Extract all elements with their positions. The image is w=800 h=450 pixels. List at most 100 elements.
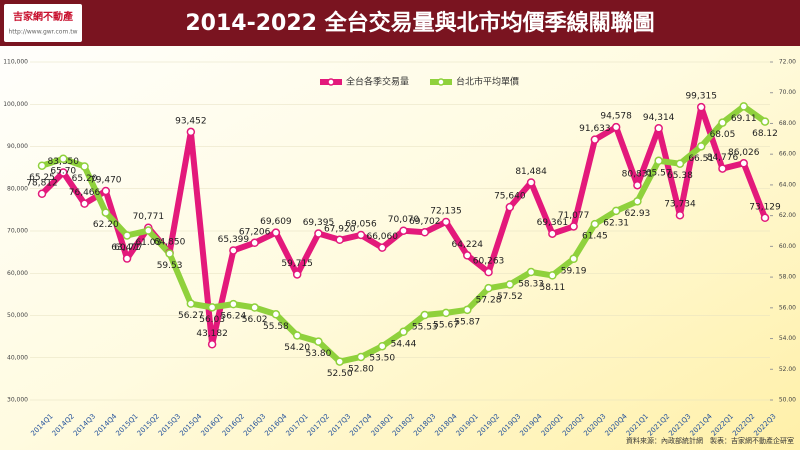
- point: [526, 267, 536, 277]
- point: [186, 127, 196, 137]
- data-label: 81,484: [515, 167, 547, 177]
- logo-url: http://www.gwr.com.tw: [9, 29, 78, 36]
- data-label: 64,850: [154, 237, 186, 247]
- y-tick-label: 30,000: [7, 397, 28, 404]
- data-label: 55.58: [263, 322, 289, 332]
- y2-tick-label: 54.00: [779, 335, 796, 342]
- data-label: 62.93: [625, 209, 651, 219]
- point: [696, 142, 706, 151]
- point: [633, 197, 642, 206]
- point: [292, 270, 302, 279]
- logo: 吉家網不動產: [13, 10, 73, 23]
- data-label: 73,734: [664, 200, 696, 210]
- data-label: 76,466: [69, 188, 101, 198]
- data-label: 60,263: [473, 257, 505, 267]
- point: [654, 156, 663, 166]
- point: [292, 331, 302, 340]
- legend-marker: [437, 78, 445, 86]
- data-label: 65.25: [29, 173, 55, 183]
- chart-title: 2014-2022 全台交易量與北市均價季線關聯圖: [185, 10, 654, 36]
- point: [101, 208, 111, 217]
- data-label: 94,578: [600, 112, 632, 122]
- point: [569, 222, 578, 231]
- data-label: 63,477: [111, 243, 143, 253]
- data-label: 58.33: [518, 280, 544, 290]
- point: [122, 231, 132, 240]
- point: [207, 340, 217, 349]
- point: [80, 199, 89, 208]
- data-label: 72,135: [430, 206, 462, 216]
- data-label: 69,056: [345, 219, 377, 229]
- data-label: 94,314: [643, 113, 675, 123]
- point: [548, 271, 557, 280]
- data-label: 43,182: [196, 329, 228, 339]
- point: [314, 337, 323, 346]
- data-label: 73,129: [749, 202, 781, 212]
- data-label: 84,776: [707, 153, 739, 163]
- y-tick-label: 50,000: [7, 312, 28, 319]
- point: [37, 161, 47, 170]
- point: [463, 305, 472, 315]
- data-label: 59,715: [281, 259, 313, 269]
- data-label: 55.87: [454, 317, 480, 327]
- point: [760, 117, 770, 126]
- point: [760, 213, 770, 223]
- data-label: 58.11: [539, 283, 565, 293]
- data-label: 52.50: [327, 369, 353, 379]
- point: [229, 299, 238, 309]
- point: [271, 310, 281, 319]
- point: [250, 303, 259, 312]
- data-label: 69,609: [260, 217, 292, 227]
- point: [548, 229, 557, 238]
- data-label: 66,060: [366, 232, 398, 242]
- point: [718, 164, 727, 173]
- point: [675, 159, 685, 168]
- data-label: 99,315: [685, 92, 717, 102]
- y-tick-label: 60,000: [7, 270, 28, 277]
- data-label: 56.27: [178, 311, 204, 321]
- data-label: 68.12: [752, 129, 778, 139]
- point: [335, 235, 344, 245]
- point: [718, 118, 727, 127]
- data-label: 56.02: [242, 315, 268, 325]
- point: [144, 226, 153, 235]
- point: [165, 249, 174, 258]
- data-label: 59.19: [561, 266, 587, 276]
- data-label: 62.20: [93, 220, 119, 230]
- data-label: 62.31: [603, 218, 629, 228]
- point: [484, 267, 493, 277]
- point: [101, 186, 111, 196]
- point: [356, 230, 366, 240]
- y2-tick-label: 70.00: [779, 89, 796, 96]
- data-label: 56.03: [199, 315, 225, 325]
- data-label: 64,224: [452, 240, 484, 250]
- point: [463, 251, 472, 260]
- data-label: 65,399: [218, 235, 250, 245]
- point: [420, 310, 430, 320]
- data-label: 61.45: [582, 232, 608, 242]
- y-tick-label: 100,000: [3, 101, 28, 108]
- y-tick-label: 40,000: [7, 354, 28, 361]
- data-label: 91,633: [579, 124, 611, 134]
- data-label: 55.67: [433, 320, 459, 330]
- y2-tick-label: 58.00: [779, 274, 796, 281]
- data-label: 70,771: [133, 212, 165, 222]
- data-label: 54.44: [391, 339, 417, 349]
- point: [569, 254, 578, 264]
- point: [611, 122, 621, 132]
- y2-tick-label: 50.00: [779, 397, 796, 404]
- data-label: 53.80: [306, 349, 332, 359]
- data-label: 65.38: [667, 171, 693, 181]
- title-bar: [0, 0, 800, 46]
- point: [37, 189, 47, 199]
- y2-tick-label: 52.00: [779, 366, 796, 373]
- data-label: 55.53: [412, 323, 438, 333]
- data-label: 69,361: [537, 218, 569, 228]
- source-note: 資料來源：內政部統計網 製表：吉家網不動產企研室: [626, 436, 794, 445]
- data-label: 61.03: [135, 238, 161, 248]
- point: [505, 202, 515, 212]
- point: [441, 217, 451, 227]
- point: [377, 341, 387, 351]
- data-label: 80,831: [622, 170, 654, 180]
